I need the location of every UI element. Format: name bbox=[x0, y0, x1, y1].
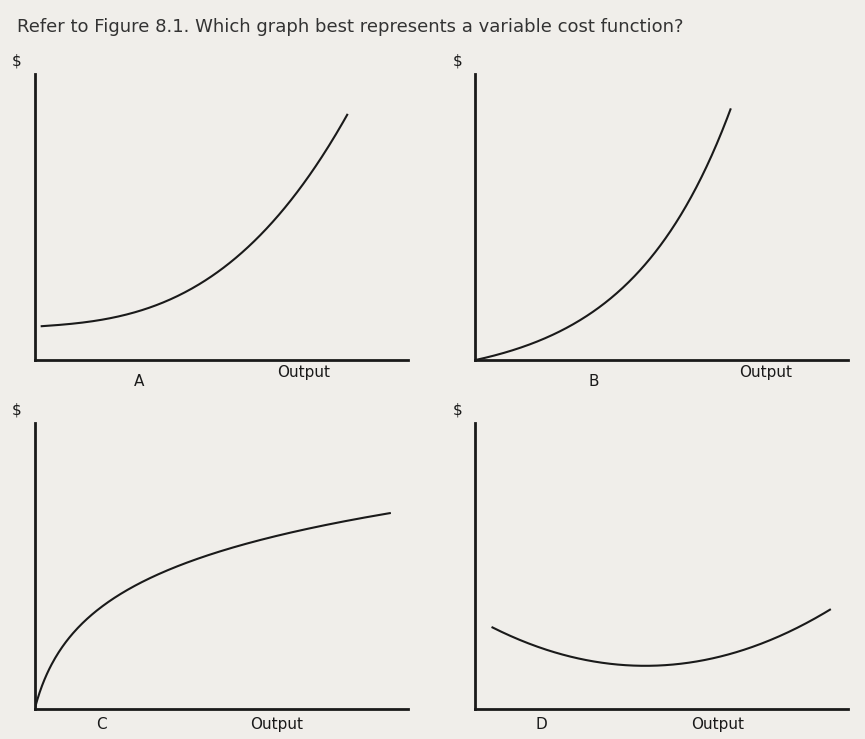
Text: Output: Output bbox=[251, 718, 304, 732]
Text: Output: Output bbox=[740, 365, 792, 381]
Text: $: $ bbox=[452, 403, 462, 418]
Text: B: B bbox=[589, 374, 599, 389]
Text: $: $ bbox=[12, 53, 22, 68]
Text: D: D bbox=[536, 718, 548, 732]
Text: $: $ bbox=[452, 53, 462, 68]
Text: Refer to Figure 8.1. Which graph best represents a variable cost function?: Refer to Figure 8.1. Which graph best re… bbox=[17, 18, 684, 36]
Text: $: $ bbox=[12, 403, 22, 418]
Text: Output: Output bbox=[690, 718, 744, 732]
Text: Output: Output bbox=[277, 365, 330, 381]
Text: A: A bbox=[134, 374, 144, 389]
Text: C: C bbox=[96, 718, 107, 732]
